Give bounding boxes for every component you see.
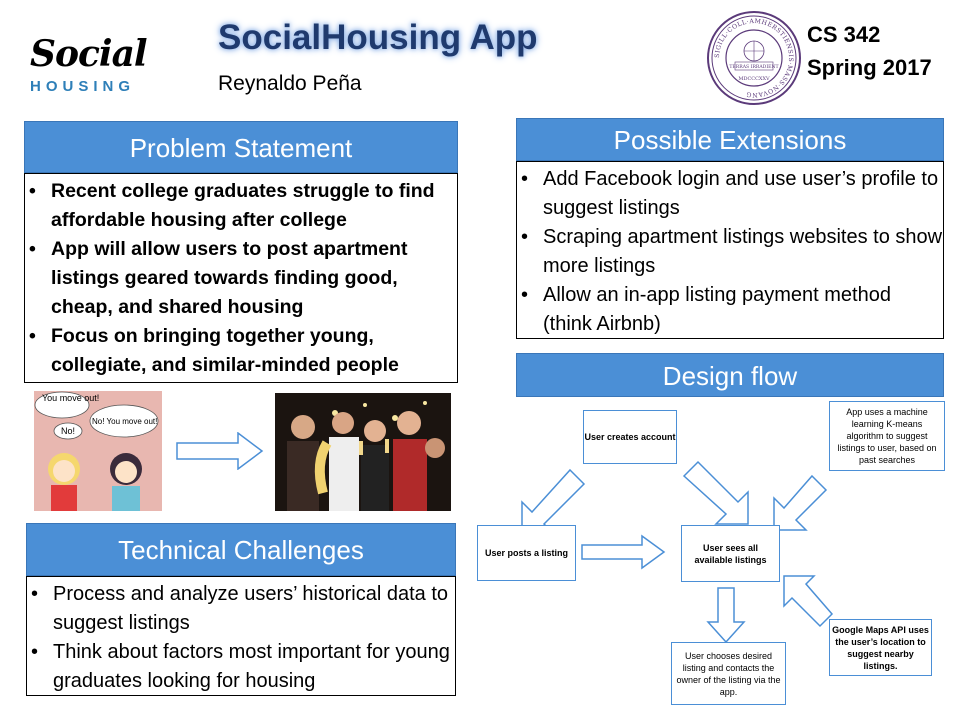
technical-bullet: Process and analyze users’ historical da… — [27, 580, 455, 638]
bubble-text: You move out! — [42, 393, 99, 403]
course-code: CS 342 — [807, 22, 881, 47]
bubble-no: No! — [61, 426, 75, 436]
possible-extensions-box: Add Facebook login and use user’s profil… — [516, 161, 944, 339]
problem-bullet: Recent college graduates struggle to fin… — [25, 177, 457, 235]
roommates-cartoon-image: You move out! No! No! You move out! — [34, 391, 162, 511]
flow-create-account: User creates account — [583, 410, 677, 464]
app-title: SocialHousing App — [218, 18, 538, 57]
course-info: CS 342 Spring 2017 — [807, 18, 932, 84]
author-name: Reynaldo Peña — [218, 72, 362, 95]
problem-statement-box: Recent college graduates struggle to fin… — [24, 173, 458, 383]
course-term: Spring 2017 — [807, 55, 932, 80]
bubble-no-you-move-out: No! You move out! — [92, 417, 157, 426]
arrow-down-left-icon — [773, 474, 828, 531]
arrow-right-icon — [581, 534, 666, 570]
flow-post-listing: User posts a listing — [477, 525, 576, 581]
flow-contact-owner: User chooses desired listing and contact… — [671, 642, 786, 705]
flow-see-listings: User sees all available listings — [681, 525, 780, 582]
college-seal-icon: SIGILL·COLL·AMHERSTIENSIS·MASS·NOVANG TE… — [707, 11, 801, 105]
extension-bullet: Allow an in-app listing payment method (… — [517, 281, 943, 339]
design-flow-header: Design flow — [516, 353, 944, 397]
arrow-down-icon — [706, 587, 746, 644]
flow-google-maps: Google Maps API uses the user’s location… — [829, 619, 932, 676]
arrow-down-right-icon — [682, 460, 749, 525]
problem-bullet: Focus on bringing together young, colleg… — [25, 322, 457, 380]
right-arrow-icon — [176, 432, 264, 470]
design-flow-arrows — [521, 460, 834, 644]
extension-bullet: Scraping apartment listings websites to … — [517, 223, 943, 281]
seal-motto: TERRAS IRRADIENT — [729, 64, 779, 70]
possible-extensions-header: Possible Extensions — [516, 118, 944, 161]
arrow-up-left-icon — [783, 575, 834, 628]
logo-social-text: Social — [30, 33, 148, 75]
bubble-you-move-out: You move out! — [42, 393, 99, 403]
flow-kmeans: App uses a machine learning K-means algo… — [829, 401, 945, 471]
technical-bullet: Think about factors most important for y… — [27, 638, 455, 696]
problem-bullet: App will allow users to post apartment l… — [25, 235, 457, 322]
seal-year: MDCCCXXV — [738, 76, 770, 82]
extension-bullet: Add Facebook login and use user’s profil… — [517, 165, 943, 223]
technical-challenges-box: Process and analyze users’ historical da… — [26, 576, 456, 696]
party-photo-image — [275, 393, 451, 511]
problem-statement-header: Problem Statement — [24, 121, 458, 173]
technical-challenges-header: Technical Challenges — [26, 523, 456, 576]
logo-housing-text: HOUSING — [30, 78, 136, 95]
